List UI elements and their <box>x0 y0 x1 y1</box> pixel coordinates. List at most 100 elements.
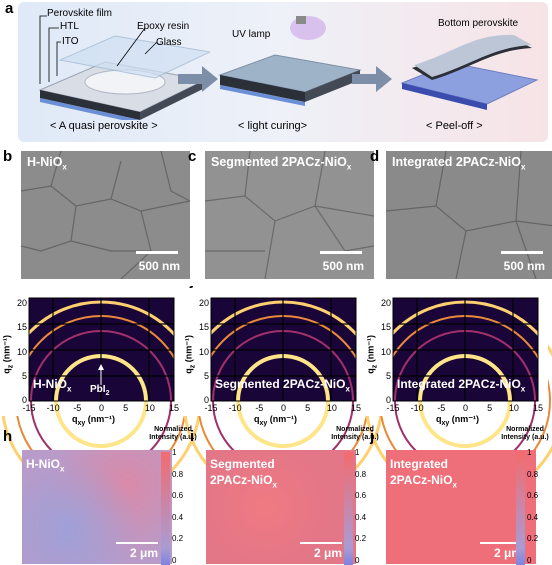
y-tick-label: 10 <box>198 346 209 357</box>
grain-texture <box>205 151 374 279</box>
x-tick-label: 15 <box>350 403 361 413</box>
map-title-h: H-NiOx <box>26 457 65 474</box>
giwaxs-title-e: H-NiOx <box>33 377 72 394</box>
colorbar-tick-label: 1 <box>527 448 532 457</box>
panel-letter-c: c <box>188 148 197 165</box>
colorbar-tick-label: 0.4 <box>527 512 539 522</box>
panel-letter-a: a <box>5 0 14 17</box>
intensity-map-j: Integrated 2PACz-NiOx 2 μm <box>386 450 536 564</box>
label-glass: Glass <box>156 37 182 48</box>
x-tick-label: -5 <box>437 403 446 413</box>
colorbar-tick-label: 0.2 <box>527 534 539 544</box>
scale-label-c: 500 nm <box>322 259 364 273</box>
map-scale-label-i: 2 μm <box>313 546 342 560</box>
map-scale-bar-i <box>300 542 342 544</box>
y-tick-label: 20 <box>16 298 27 309</box>
grain-texture <box>386 151 552 279</box>
x-tick-label: 0 <box>98 403 104 413</box>
x-tick-label: -15 <box>386 403 400 413</box>
label-ito: ITO <box>62 36 79 47</box>
peel-off-device-schematic <box>400 34 539 110</box>
label-uv-lamp: UV lamp <box>232 29 271 40</box>
colorbar-gradient-h <box>161 452 170 565</box>
colorbar-tick-label: 0.4 <box>355 512 367 522</box>
colorbar-gradient-j <box>516 452 525 565</box>
y-axis-label: qz (nm⁻¹) <box>1 335 15 374</box>
light-curing-device-schematic <box>218 54 362 106</box>
panel-letter-h: h <box>3 428 13 445</box>
pbi2-annotation: PbI2 <box>90 384 110 397</box>
colorbar-tick-label: 0.6 <box>172 491 184 501</box>
giwaxs-f: Segmented 2PACz-NiOx <box>182 288 384 502</box>
colorbar-title-j: Normalized Intensity (a.u.) <box>501 426 549 441</box>
x-tick-label: 15 <box>532 403 543 413</box>
scale-label-d: 500 nm <box>503 259 545 273</box>
sem-image-b: H-NiOx 500 nm <box>21 151 190 279</box>
map-scale-bar-j <box>480 542 522 544</box>
giwaxs-pattern-f <box>182 288 384 502</box>
y-tick-label: 20 <box>198 298 209 309</box>
x-tick-label: -10 <box>228 403 242 413</box>
scale-bar-d <box>501 251 543 254</box>
x-tick-label: -15 <box>22 403 36 413</box>
scale-bar-c <box>320 251 362 254</box>
giwaxs-title-f: Segmented 2PACz-NiOx <box>215 377 350 394</box>
colorbar-tick-label: 0.8 <box>527 469 539 479</box>
label-perovskite-film: Perovskite film <box>47 8 113 19</box>
map-title-i: Segmented 2PACz-NiOx <box>210 457 277 490</box>
giwaxs-title-g: Integrated 2PACz-NiOx <box>397 377 526 394</box>
giwaxs-pattern-g <box>364 288 552 502</box>
intensity-map-i: Segmented 2PACz-NiOx 2 μm <box>206 450 356 564</box>
x-tick-label: 0 <box>462 403 468 413</box>
colorbar-tick-label: 1 <box>355 448 360 457</box>
caption-peel-off: < Peel-off > <box>426 120 483 132</box>
colorbar-tick-label: 0.6 <box>355 491 367 501</box>
scale-label-b: 500 nm <box>138 259 180 273</box>
sem-image-c: Segmented 2PACz-NiOx 500 nm <box>205 151 374 279</box>
x-tick-label: 15 <box>168 403 179 413</box>
y-tick-label: 0 <box>385 395 391 405</box>
label-epoxy: Epoxy resin <box>137 21 190 32</box>
leader-lines <box>39 15 158 84</box>
x-tick-label: -5 <box>255 403 264 413</box>
x-tick-label: 10 <box>144 403 155 413</box>
giwaxs-g: Integrated 2PACz-NiOx <box>364 288 552 502</box>
y-tick-label: 15 <box>380 322 391 333</box>
colorbar-gradient-i <box>344 452 353 565</box>
uv-lamp-icon <box>290 16 326 40</box>
y-tick-label: 10 <box>16 346 27 357</box>
label-htl: HTL <box>60 21 79 32</box>
x-tick-label: 10 <box>508 403 519 413</box>
x-tick-label: -15 <box>204 403 218 413</box>
sem-title-d: Integrated 2PACz-NiOx <box>392 155 526 172</box>
colorbar-tick-label: 0 <box>172 556 177 565</box>
caption-quasi-perovskite: < A quasi perovskite > <box>50 120 158 132</box>
panel-letter-b: b <box>3 148 13 165</box>
colorbar-title-i: Normalized Intensity (a.u.) <box>331 426 379 441</box>
y-tick-label: 15 <box>16 322 27 333</box>
panel-letter-i: i <box>190 428 195 445</box>
colorbar-tick-label: 0.4 <box>172 512 184 522</box>
colorbar-tick-label: 1 <box>172 448 177 457</box>
colorbar-tick-label: 0.8 <box>355 469 367 479</box>
scale-bar-b <box>136 251 178 254</box>
map-scale-bar-h <box>116 542 158 544</box>
x-tick-label: 5 <box>123 403 129 413</box>
colorbar-tick-label: 0 <box>527 556 532 565</box>
y-tick-label: 15 <box>198 322 209 333</box>
x-tick-label: 5 <box>305 403 311 413</box>
panel-letter-d: d <box>370 148 380 165</box>
sem-image-d: Integrated 2PACz-NiOx 500 nm <box>386 151 552 279</box>
colorbar-tick-label: 0 <box>355 556 360 565</box>
process-arrow-icon-2 <box>352 66 392 92</box>
colorbar-tick-label: 0.6 <box>527 491 539 501</box>
sem-title-b: H-NiOx <box>27 155 67 172</box>
x-tick-label: -10 <box>410 403 424 413</box>
label-bottom-perovskite: Bottom perovskite <box>438 18 519 29</box>
x-axis-label: qxy (nm⁻¹) <box>72 414 116 427</box>
sem-title-c: Segmented 2PACz-NiOx <box>211 155 352 172</box>
y-axis-label: qz (nm⁻¹) <box>365 335 379 374</box>
y-tick-label: 0 <box>21 395 27 405</box>
map-scale-label-h: 2 μm <box>129 546 158 560</box>
map-scale-label-j: 2 μm <box>493 546 522 560</box>
